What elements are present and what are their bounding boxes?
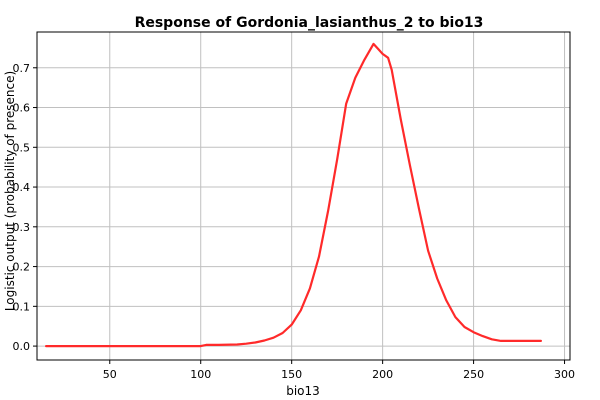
x-tick-label: 200 (372, 368, 393, 381)
chart-title: Response of Gordonia_lasianthus_2 to bio… (135, 15, 484, 31)
y-tick-label: 0.3 (13, 221, 31, 234)
x-tick-label: 150 (281, 368, 302, 381)
y-tick-label: 0.4 (13, 181, 31, 194)
y-tick-label: 0.2 (13, 261, 31, 274)
x-tick-label: 250 (463, 368, 484, 381)
x-tick-label: 50 (103, 368, 117, 381)
x-tick-label: 100 (190, 368, 211, 381)
response-curve-line (44, 42, 543, 348)
x-axis-label: bio13 (286, 384, 320, 398)
axis-ticks: 50 100 150 200 250 300 0.0 0.1 0.2 0.3 0.4 0.5 0.6 0.… (13, 62, 576, 381)
y-tick-label: 0.7 (13, 62, 31, 75)
y-tick-label: 0.5 (13, 141, 31, 154)
series-layer (44, 42, 543, 348)
plot-frame (36, 31, 571, 361)
grid-lines (37, 32, 570, 360)
y-tick-label: 0.6 (13, 102, 31, 115)
y-tick-label: 0.1 (13, 300, 31, 313)
x-tick-label: 300 (554, 368, 575, 381)
y-tick-label: 0.0 (13, 340, 31, 353)
y-axis-label: Logistic output (probability of presence… (3, 71, 17, 311)
